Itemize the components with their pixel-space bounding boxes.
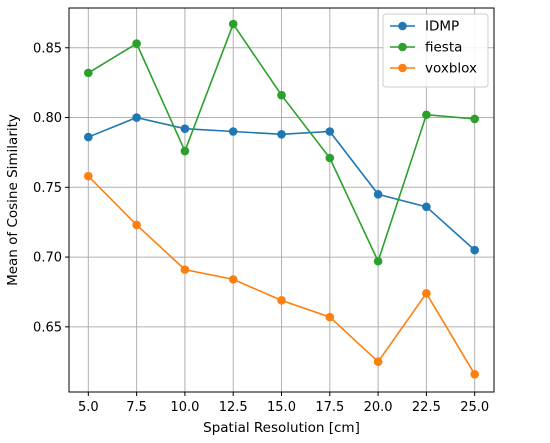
legend-marker-fiesta <box>398 42 407 52</box>
data-point-fiesta <box>180 146 190 156</box>
y-tick-label: 0.85 <box>33 41 62 56</box>
data-point-fiesta <box>228 19 238 29</box>
y-tick-label: 0.80 <box>33 111 62 126</box>
data-point-voxblox <box>325 312 335 322</box>
series-group <box>84 19 479 379</box>
x-tick-label: 10.0 <box>170 400 199 415</box>
data-point-fiesta <box>325 153 335 163</box>
data-point-fiesta <box>373 256 383 266</box>
data-point-voxblox <box>470 369 479 379</box>
data-point-voxblox <box>132 220 141 230</box>
data-point-fiesta <box>132 39 141 48</box>
x-tick-label: 17.5 <box>315 400 344 415</box>
legend-marker-idmp <box>398 21 407 31</box>
x-tick-label: 25.0 <box>460 400 489 415</box>
data-point-fiesta <box>422 110 431 120</box>
x-tick-label: 20.0 <box>364 400 393 415</box>
data-point-voxblox <box>373 357 383 367</box>
data-point-idmp <box>228 127 238 136</box>
data-point-idmp <box>277 129 286 139</box>
x-axis-label: Spatial Resolution [cm] <box>203 420 360 436</box>
y-axis-label: Mean of Cosine Similarity <box>5 114 21 286</box>
data-point-fiesta <box>470 114 479 124</box>
data-point-idmp <box>132 113 141 122</box>
y-tick-label: 0.70 <box>33 251 62 266</box>
data-point-fiesta <box>84 68 93 78</box>
data-point-voxblox <box>180 265 190 274</box>
y-axis: 0.65 0.70 0.75 0.80 0.85 <box>33 41 69 335</box>
x-tick-label: 5.0 <box>78 400 99 415</box>
legend-label-voxblox: voxblox <box>425 61 477 77</box>
y-tick-label: 0.65 <box>33 320 62 335</box>
data-point-voxblox <box>422 289 431 298</box>
data-point-voxblox <box>84 171 93 181</box>
data-point-fiesta <box>277 90 286 100</box>
data-point-idmp <box>180 124 190 133</box>
data-point-idmp <box>84 132 93 142</box>
legend-marker-voxblox <box>398 63 407 73</box>
data-point-voxblox <box>228 275 238 284</box>
legend-label-fiesta: fiesta <box>425 40 462 56</box>
x-tick-label: 12.5 <box>219 400 248 415</box>
data-point-idmp <box>325 127 335 136</box>
data-point-idmp <box>470 245 479 255</box>
x-tick-label: 7.5 <box>126 400 147 415</box>
x-tick-label: 22.5 <box>412 400 441 415</box>
x-tick-label: 15.0 <box>267 400 296 415</box>
x-axis: 5.0 7.5 10.0 12.5 15.0 17.5 20.0 22.5 25.0 <box>78 392 489 415</box>
data-point-idmp <box>373 189 383 199</box>
legend-label-idmp: IDMP <box>425 19 459 35</box>
data-point-idmp <box>422 202 431 212</box>
legend: IDMP fiesta voxblox <box>382 13 489 88</box>
data-point-voxblox <box>277 296 286 305</box>
y-tick-label: 0.75 <box>33 181 62 196</box>
